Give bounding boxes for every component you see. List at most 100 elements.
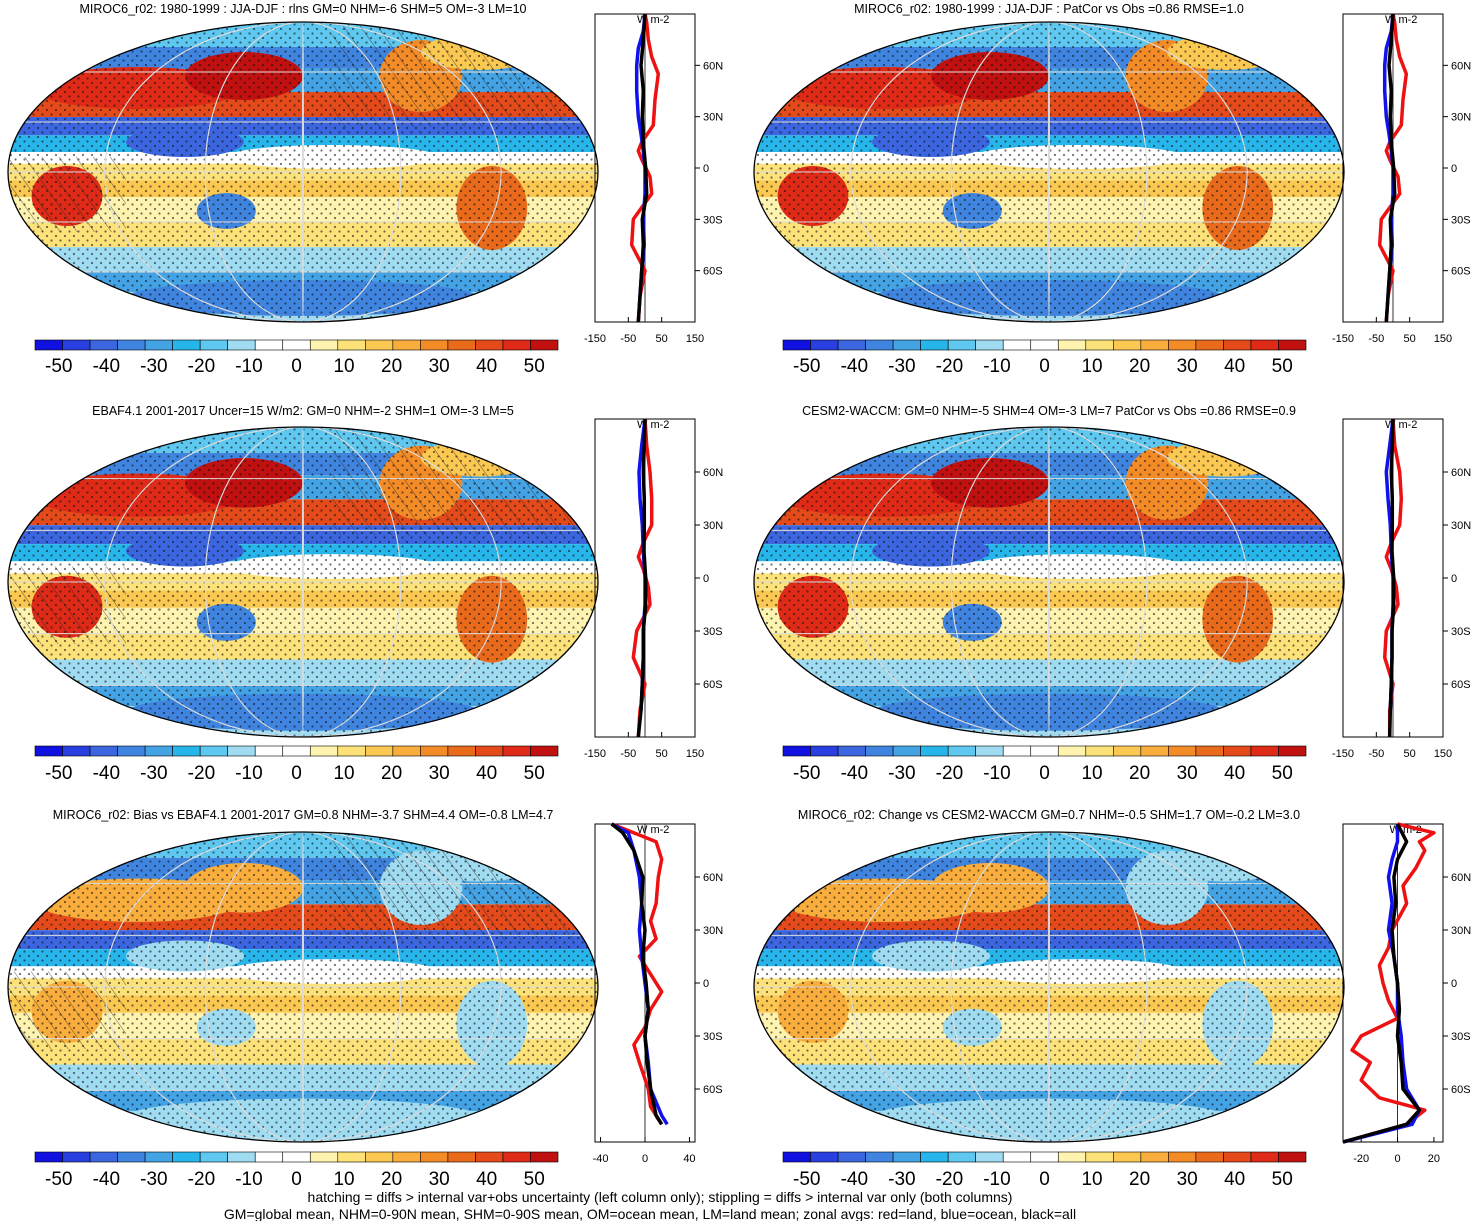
panel-title: MIROC6_r02: Change vs CESM2-WACCM GM=0.7… bbox=[798, 808, 1300, 822]
colorbar-swatch bbox=[144, 745, 173, 757]
colorbar-swatch bbox=[1030, 1151, 1059, 1163]
map-border bbox=[753, 21, 1345, 323]
colorbar-tick-label: -20 bbox=[188, 763, 215, 784]
colorbar-tick-label: -30 bbox=[140, 763, 167, 784]
colorbar-tick-label: 30 bbox=[429, 763, 450, 784]
colorbar-swatch bbox=[530, 1151, 559, 1163]
zonal-mean-plot: W m-2 60N 30N 0 30S 60S -150 -50 50 150 bbox=[1332, 13, 1471, 345]
colorbar-swatch bbox=[420, 745, 449, 757]
graticule-lon bbox=[104, 832, 502, 1142]
lat-tick-label: 60N bbox=[1451, 60, 1471, 72]
colorbar-tick-label: 40 bbox=[476, 1169, 497, 1190]
colorbar-tick-label: -20 bbox=[936, 1169, 963, 1190]
colorbar-swatch bbox=[947, 339, 976, 351]
lat-tick-label: 0 bbox=[703, 978, 709, 990]
lat-tick-label: 60S bbox=[1451, 1084, 1471, 1096]
colorbar-tick-label: 0 bbox=[1039, 763, 1050, 784]
graticule-lon bbox=[850, 22, 1248, 322]
colorbar-tick-label: -30 bbox=[140, 1169, 167, 1190]
colorbar-tick-label: 10 bbox=[1081, 1169, 1102, 1190]
colorbar-swatch bbox=[227, 745, 256, 757]
colorbar-swatch bbox=[865, 339, 894, 351]
colorbar-swatch bbox=[502, 745, 531, 757]
colorbar-tick-label: 40 bbox=[476, 763, 497, 784]
colorbar-swatch bbox=[172, 1151, 201, 1163]
x-tick-label: -50 bbox=[620, 748, 636, 760]
colorbar: -50 -40 -30 -20 -10 0 10 20 30 40 50 bbox=[34, 745, 559, 784]
colorbar-tick-label: -50 bbox=[45, 1169, 72, 1190]
colorbar-swatch bbox=[365, 745, 394, 757]
colorbar-tick-label: 10 bbox=[333, 763, 354, 784]
colorbar-tick-label: 50 bbox=[1272, 1169, 1293, 1190]
colorbar-tick-label: -50 bbox=[793, 356, 820, 377]
colorbar-swatch bbox=[920, 745, 949, 757]
colorbar-swatch bbox=[810, 339, 839, 351]
lat-tick-label: 30S bbox=[1451, 626, 1471, 638]
colorbar-tick-label: -10 bbox=[983, 356, 1010, 377]
colorbar-swatch bbox=[1278, 339, 1307, 351]
colorbar-swatch bbox=[420, 1151, 449, 1163]
graticule-lon bbox=[302, 22, 304, 322]
zonal-land-line bbox=[1377, 13, 1409, 323]
colorbar-swatch bbox=[34, 745, 63, 757]
colorbar-tick-label: 20 bbox=[1129, 356, 1150, 377]
lat-tick-label: 30S bbox=[1451, 214, 1471, 226]
colorbar-swatch bbox=[1002, 339, 1032, 351]
x-tick-label: -150 bbox=[584, 748, 606, 760]
colorbar-swatch bbox=[89, 1151, 118, 1163]
graticule-lon bbox=[302, 832, 304, 1142]
colorbar-swatch bbox=[1250, 339, 1279, 351]
panel-4: CESM2-WACCM: GM=0 NHM=-5 SHM=4 OM=-3 LM=… bbox=[753, 404, 1471, 784]
colorbar-swatch bbox=[1030, 339, 1059, 351]
colorbar-swatch bbox=[865, 745, 894, 757]
zonal-all-line bbox=[1384, 13, 1397, 323]
x-tick-label: 50 bbox=[1404, 748, 1416, 760]
colorbar-swatch bbox=[1223, 1151, 1252, 1163]
colorbar-swatch bbox=[89, 745, 118, 757]
colorbar-tick-label: 0 bbox=[291, 356, 302, 377]
zonal-mean-plot: W m-2 60N 30N 0 30S 60S -150 -50 50 150 bbox=[584, 418, 723, 760]
lat-tick-label: 60S bbox=[1451, 266, 1471, 278]
x-tick-label: -20 bbox=[1353, 1153, 1369, 1165]
colorbar-swatch bbox=[447, 339, 476, 351]
colorbar-swatch bbox=[1168, 1151, 1197, 1163]
lat-tick-label: 30N bbox=[1451, 925, 1471, 937]
colorbar-tick-label: -30 bbox=[140, 356, 167, 377]
lat-tick-label: 60N bbox=[1451, 872, 1471, 884]
colorbar-swatch bbox=[282, 1151, 311, 1163]
colorbar-swatch bbox=[1113, 745, 1142, 757]
footnote-line-2: GM=global mean, NHM=0-90N mean, SHM=0-90… bbox=[224, 1206, 1076, 1221]
colorbar-swatch bbox=[199, 1151, 228, 1163]
footnote-line-1: hatching = diffs > internal var+obs unce… bbox=[308, 1189, 1013, 1205]
lat-tick-label: 60N bbox=[703, 467, 723, 479]
colorbar-tick-label: -40 bbox=[841, 356, 868, 377]
lat-tick-label: 60N bbox=[1451, 467, 1471, 479]
x-tick-label: -150 bbox=[584, 333, 606, 345]
colorbar-swatch bbox=[447, 1151, 476, 1163]
colorbar-tick-label: 30 bbox=[1177, 1169, 1198, 1190]
lat-tick-label: 30N bbox=[703, 520, 723, 532]
colorbar-swatch bbox=[782, 339, 811, 351]
lat-tick-label: 30N bbox=[703, 925, 723, 937]
hatching bbox=[8, 157, 126, 232]
colorbar-tick-label: 20 bbox=[381, 1169, 402, 1190]
panel-title: MIROC6_r02: Bias vs EBAF4.1 2001-2017 GM… bbox=[53, 808, 554, 822]
colorbar-swatch bbox=[810, 1151, 839, 1163]
lat-tick-label: 0 bbox=[1451, 978, 1457, 990]
colorbar-swatch bbox=[1113, 339, 1142, 351]
zonal-land-line bbox=[611, 822, 664, 1126]
lat-tick-label: 30S bbox=[703, 1031, 723, 1043]
colorbar-swatch bbox=[199, 745, 228, 757]
lat-tick-label: 0 bbox=[703, 573, 709, 585]
colorbar-tick-label: -50 bbox=[45, 356, 72, 377]
colorbar-swatch bbox=[1085, 339, 1114, 351]
colorbar-swatch bbox=[1140, 745, 1169, 757]
map-border bbox=[7, 21, 599, 323]
colorbar: -50 -40 -30 -20 -10 0 10 20 30 40 50 bbox=[34, 1151, 559, 1190]
colorbar-swatch bbox=[920, 339, 949, 351]
hatching bbox=[8, 566, 126, 644]
zonal-frame bbox=[1342, 823, 1444, 1143]
colorbar-tick-label: 10 bbox=[1081, 763, 1102, 784]
lat-tick-label: 60N bbox=[703, 60, 723, 72]
lat-tick-label: 30N bbox=[703, 112, 723, 124]
